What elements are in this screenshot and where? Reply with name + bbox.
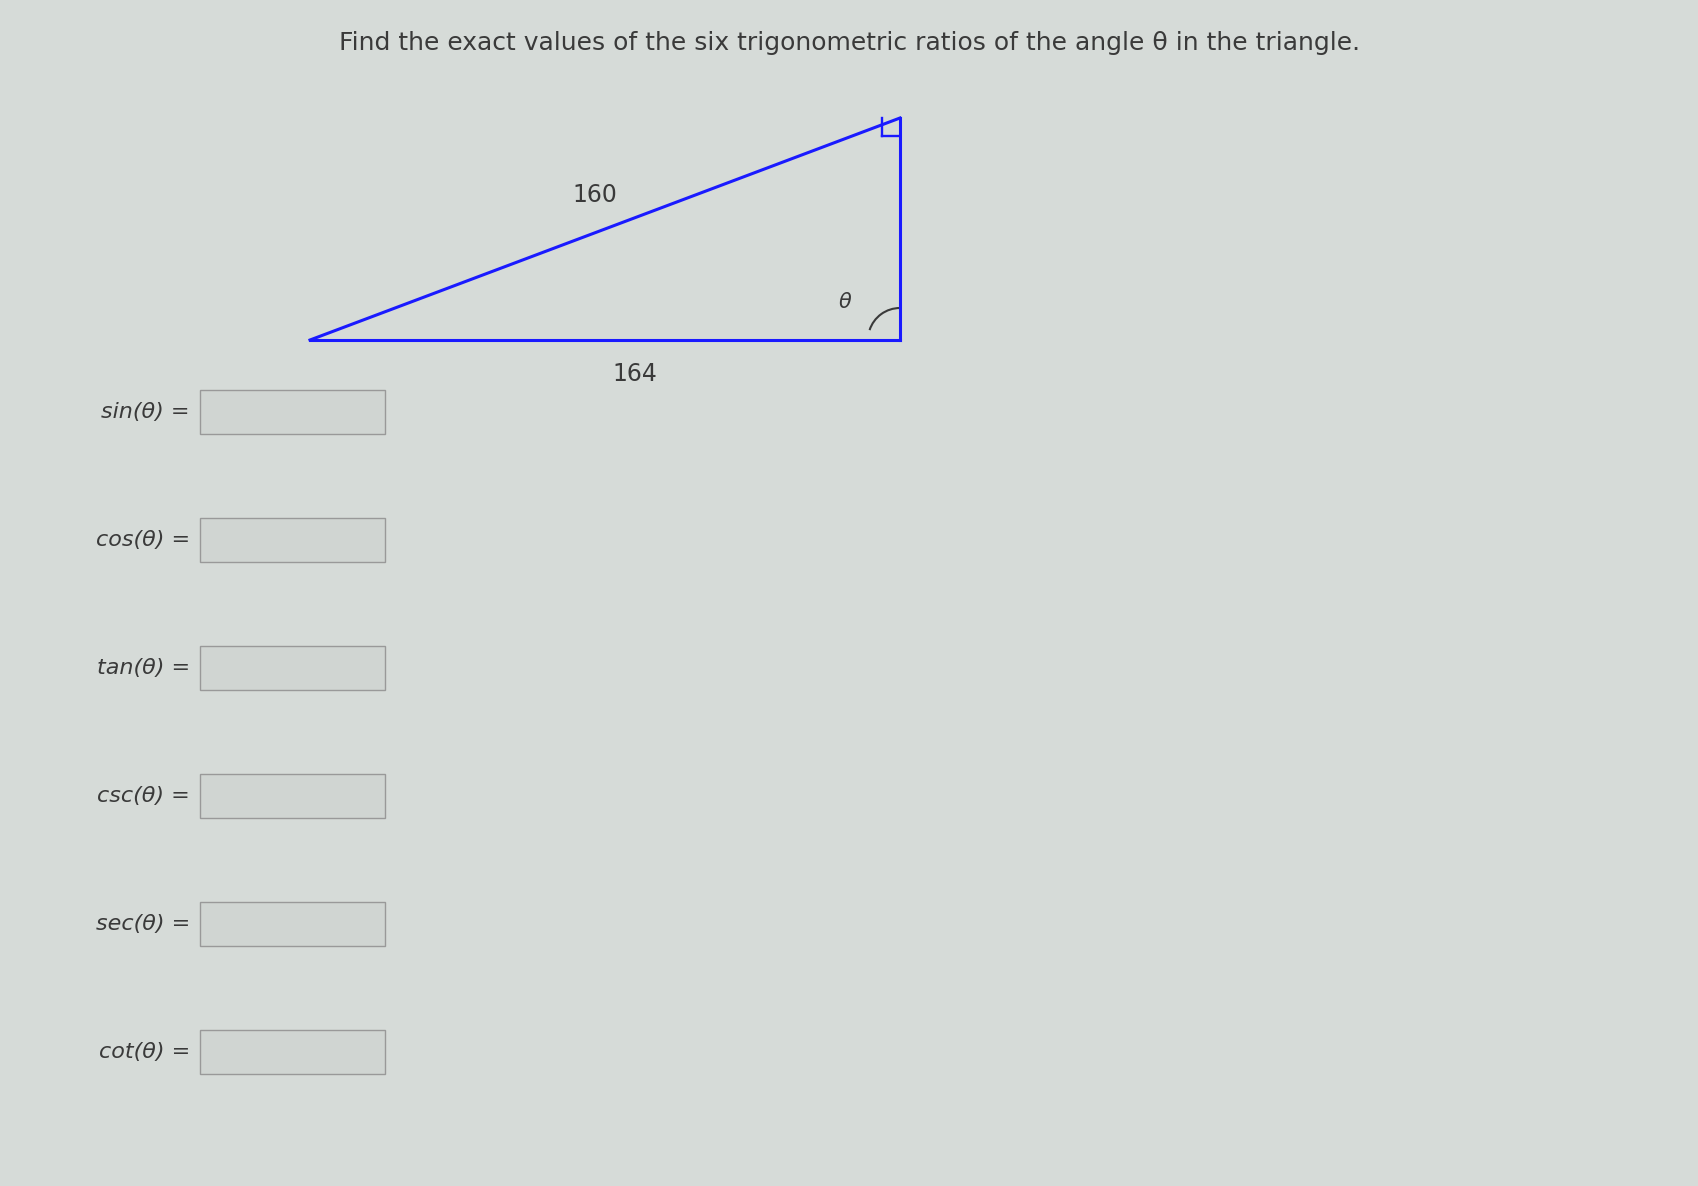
Text: sin(θ) =: sin(θ) = <box>102 402 190 422</box>
Bar <box>200 1029 385 1075</box>
Bar <box>200 518 385 562</box>
Text: θ: θ <box>839 292 851 312</box>
Bar <box>200 646 385 690</box>
Bar <box>200 774 385 818</box>
Text: 160: 160 <box>572 183 616 208</box>
Text: 164: 164 <box>613 362 657 385</box>
Bar <box>200 903 385 946</box>
Text: Find the exact values of the six trigonometric ratios of the angle θ in the tria: Find the exact values of the six trigono… <box>340 31 1360 55</box>
Text: cot(θ) =: cot(θ) = <box>98 1042 190 1061</box>
Text: sec(θ) =: sec(θ) = <box>95 914 190 935</box>
Text: cos(θ) =: cos(θ) = <box>95 530 190 550</box>
Bar <box>200 390 385 434</box>
Text: tan(θ) =: tan(θ) = <box>97 658 190 678</box>
Text: csc(θ) =: csc(θ) = <box>97 786 190 806</box>
